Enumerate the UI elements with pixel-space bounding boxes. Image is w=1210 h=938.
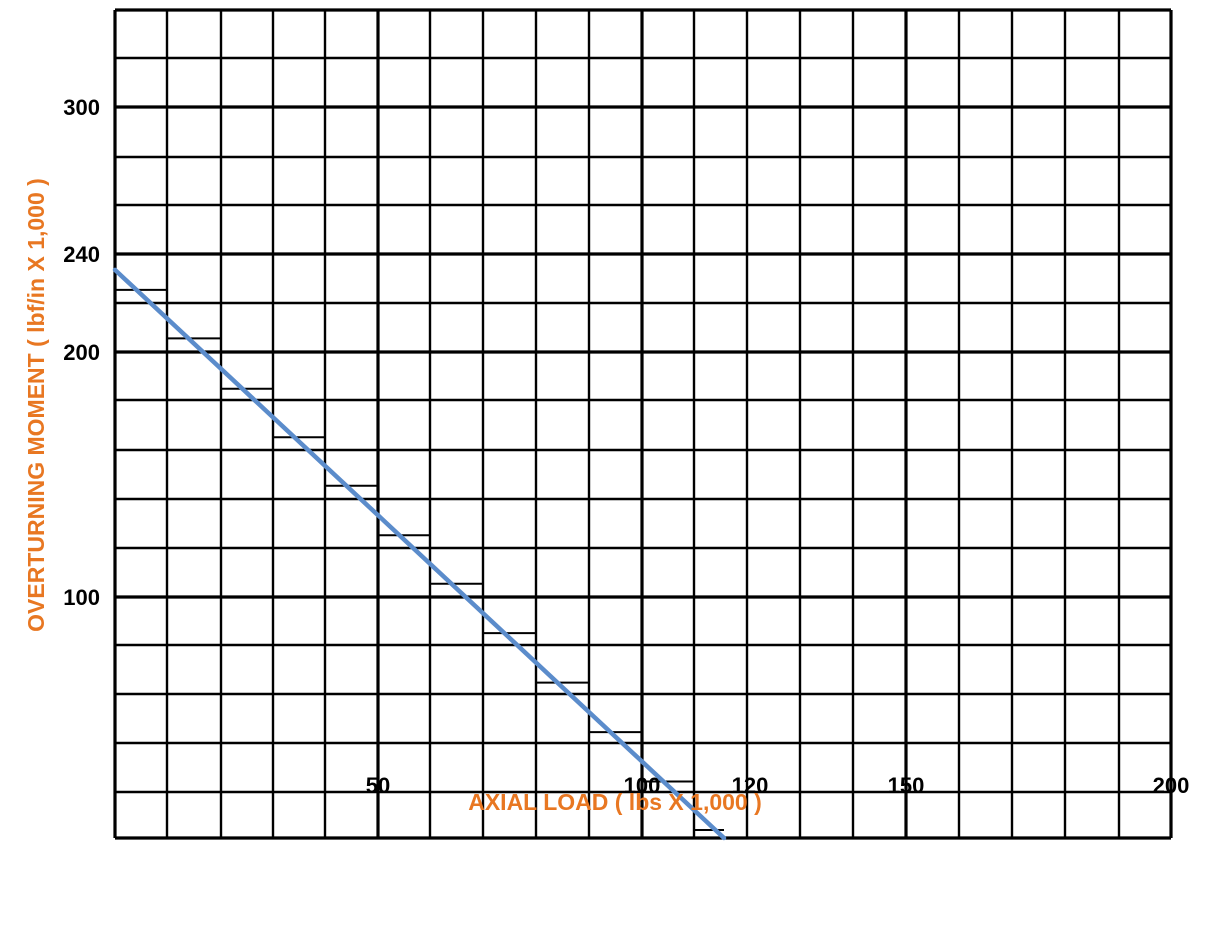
x-axis-title: AXIAL LOAD ( lbs X 1,000 ) bbox=[468, 789, 762, 815]
step-line bbox=[115, 288, 724, 832]
y-tick-label: 300 bbox=[63, 95, 100, 120]
x-tick-label: 200 bbox=[1153, 773, 1190, 798]
y-tick-label: 100 bbox=[63, 585, 100, 610]
y-tick-label: 200 bbox=[63, 340, 100, 365]
tick-labels: 50 100 120 150 200 300 240 200 100 bbox=[63, 95, 1189, 798]
x-tick-label: 120 bbox=[732, 773, 769, 798]
grid bbox=[113, 8, 1173, 840]
x-tick-label: 50 bbox=[366, 773, 390, 798]
x-tick-label: 150 bbox=[888, 773, 925, 798]
x-tick-label: 100 bbox=[624, 773, 661, 798]
step-lines bbox=[115, 288, 724, 832]
y-axis-title: OVERTURNING MOMENT ( lbf/in X 1,000 ) bbox=[23, 178, 49, 632]
y-tick-label: 240 bbox=[63, 242, 100, 267]
series-line bbox=[112, 267, 727, 841]
series-layer bbox=[112, 267, 727, 841]
